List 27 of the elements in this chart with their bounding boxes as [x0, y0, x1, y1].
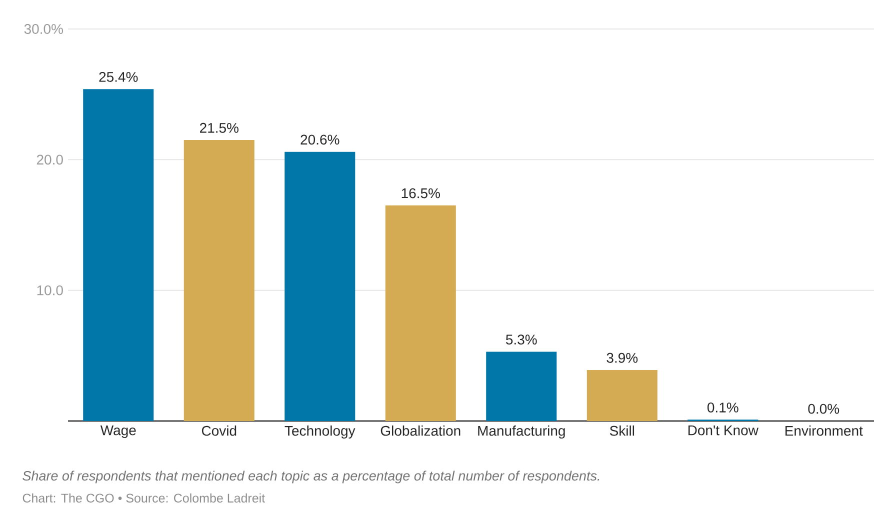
- bar: [184, 140, 254, 421]
- x-tick-label: Globalization: [380, 426, 460, 436]
- bar: [385, 205, 456, 421]
- x-tick-label: Don't Know: [688, 426, 758, 436]
- data-label: 25.4%: [99, 72, 138, 82]
- data-label: 21.5%: [200, 122, 238, 133]
- data-label: 0.1%: [707, 402, 738, 412]
- x-tick-label: Environment: [785, 426, 863, 436]
- x-tick-label: Wage: [100, 426, 136, 438]
- bar: [486, 352, 557, 421]
- data-label: 20.6%: [300, 134, 340, 145]
- data-label: 0.0%: [808, 404, 840, 414]
- x-tick-label: Technology: [284, 426, 356, 439]
- data-label: 3.9%: [606, 352, 638, 363]
- data-label: 16.5%: [402, 188, 440, 198]
- text: Chart: The CGO • Source: Colombe Ladreit: [22, 493, 265, 503]
- bar: [83, 89, 154, 421]
- bar: [586, 370, 658, 421]
- y-tick-label: 30.0%: [24, 24, 63, 34]
- x-tick-label: Covid: [202, 426, 236, 436]
- bar: [284, 152, 356, 421]
- x-tick-label: Skill: [610, 426, 634, 436]
- x-tick-label: Manufacturing: [478, 426, 565, 439]
- text: Share of respondents that mentioned each topic as a percentage of total number of respondents.: [22, 470, 600, 484]
- y-tick-label: 10.0: [37, 285, 63, 296]
- data-label: 5.3%: [506, 334, 537, 345]
- y-tick-label: 20.0: [36, 154, 63, 165]
